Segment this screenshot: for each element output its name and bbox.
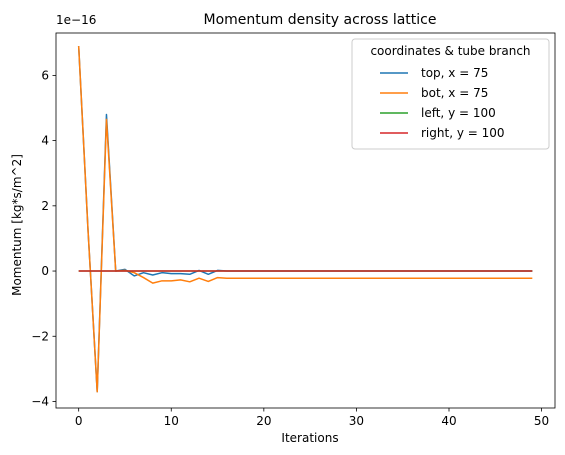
legend-entry-3: right, y = 100 [421, 126, 505, 140]
x-tick-label: 30 [349, 414, 364, 428]
y-tick-label: 2 [41, 199, 49, 213]
y-tick-label: −4 [31, 394, 49, 408]
x-tick-label: 20 [256, 414, 271, 428]
legend-box [351, 38, 550, 150]
axes-frame [55, 32, 556, 409]
y-axis-offset-label: 1e−16 [56, 13, 96, 27]
axes-layer: 0 10 20 30 40 50 −4 −2 0 2 4 6 [31, 32, 556, 428]
x-tick-label: 50 [534, 414, 549, 428]
legend-title: coordinates & tube branch [370, 44, 530, 58]
x-tick-label: 10 [164, 414, 179, 428]
legend-entry-0: top, x = 75 [421, 66, 488, 80]
chart-title: Momentum density across lattice [204, 12, 437, 28]
series-layer [77, 46, 533, 393]
y-axis-label: Momentum [kg*s/m^2] [10, 154, 24, 296]
y-tick-label: 6 [41, 68, 49, 82]
legend-entry-2: left, y = 100 [421, 106, 496, 120]
y-tick-label: 0 [41, 264, 49, 278]
y-tick-label: −2 [31, 329, 49, 343]
series-line-1 [77, 46, 533, 393]
legend: coordinates & tube branch top, x = 75 bot,… [351, 38, 550, 150]
x-tick-label: 40 [441, 414, 456, 428]
x-axis-label: Iterations [281, 431, 338, 445]
y-tick-label: 4 [41, 134, 49, 148]
legend-entry-1: bot, x = 75 [421, 86, 488, 100]
x-tick-label: 0 [75, 414, 83, 428]
